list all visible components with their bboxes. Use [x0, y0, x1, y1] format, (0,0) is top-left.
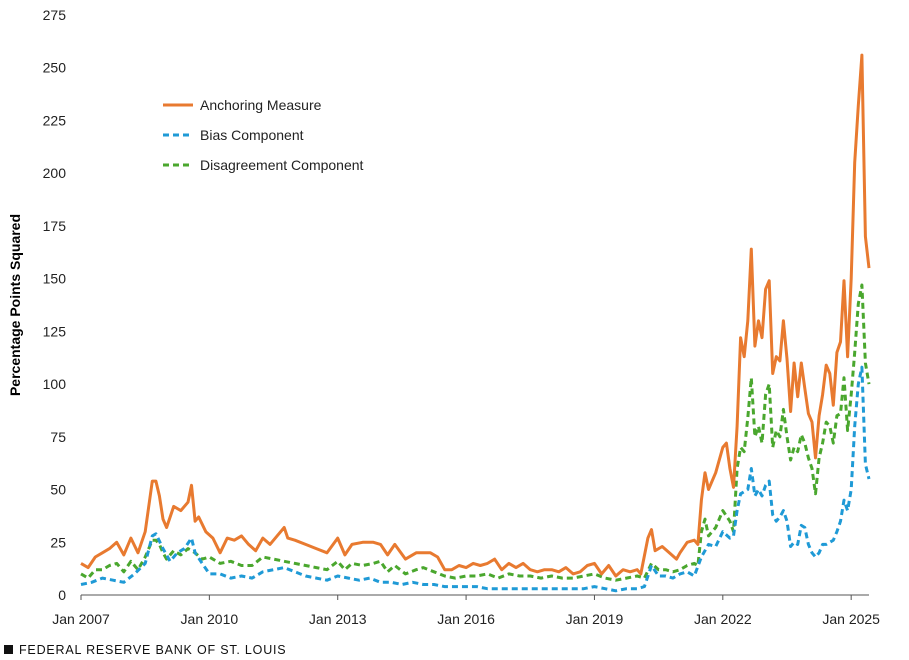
square-icon	[4, 645, 13, 654]
x-tick-label: Jan 2010	[181, 611, 239, 627]
source-footer: FEDERAL RESERVE BANK OF ST. LOUIS	[4, 643, 286, 657]
x-tick-label: Jan 2019	[566, 611, 624, 627]
x-tick-label: Jan 2013	[309, 611, 367, 627]
plot-area	[81, 15, 869, 595]
y-tick-label: 75	[50, 429, 66, 445]
x-tick-label: Jan 2007	[52, 611, 110, 627]
y-tick-label: 125	[43, 323, 67, 339]
line-chart: 0 25 50 75 100 125 150 175 200 225 250 275 Jan 2007…	[7, 7, 880, 627]
y-tick-label: 50	[50, 482, 66, 498]
legend-label: Anchoring Measure	[200, 97, 322, 113]
y-tick-label: 175	[43, 218, 67, 234]
series-line-anchoring-measure	[80, 53, 871, 578]
y-tick-label: 100	[43, 376, 67, 392]
legend-label: Disagreement Component	[200, 157, 364, 173]
y-tick-label: 25	[50, 534, 66, 550]
x-tick-label: Jan 2025	[822, 611, 880, 627]
y-tick-label: 225	[43, 112, 67, 128]
y-axis-title: Percentage Points Squared	[7, 214, 23, 396]
legend: Anchoring Measure Bias Component Disagreem…	[163, 97, 364, 173]
source-text: FEDERAL RESERVE BANK OF ST. LOUIS	[19, 643, 287, 657]
legend-label: Bias Component	[200, 127, 304, 143]
series-line-disagreement-component	[80, 283, 871, 582]
y-tick-label: 200	[43, 165, 67, 181]
y-tick-label: 0	[58, 587, 66, 603]
series-layer	[80, 53, 871, 593]
x-axis: Jan 2007 Jan 2010 Jan 2013 Jan 2016 Jan 2019…	[52, 595, 880, 627]
x-tick-label: Jan 2016	[437, 611, 495, 627]
y-tick-label: 150	[43, 271, 67, 287]
y-tick-label: 250	[43, 60, 67, 76]
y-tick-label: 275	[43, 7, 67, 23]
x-tick-label: Jan 2022	[694, 611, 752, 627]
y-axis: 0 25 50 75 100 125 150 175 200 225 250 275	[43, 7, 67, 603]
